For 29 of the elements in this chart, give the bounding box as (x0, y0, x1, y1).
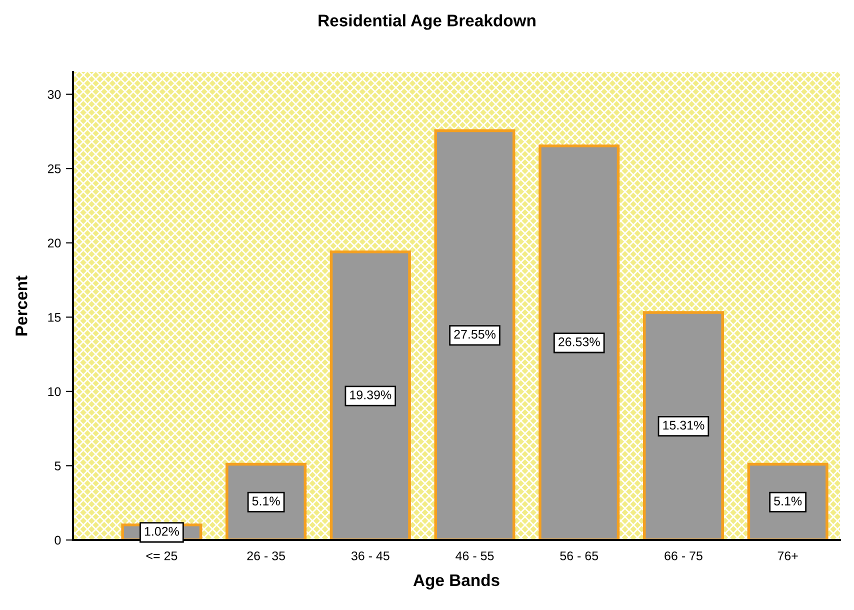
x-tick-label: 56 - 65 (560, 551, 598, 560)
bar (434, 129, 516, 540)
x-tick-label: 76+ (778, 551, 798, 560)
y-tick-label: 0 (54, 536, 61, 545)
bar (330, 250, 411, 540)
x-tick-label: 46 - 55 (456, 551, 494, 560)
x-tick-label: 66 - 75 (664, 551, 702, 560)
x-tick-label: 36 - 45 (351, 551, 390, 560)
data-label: 5.1% (252, 496, 280, 506)
y-tick-label: 10 (48, 387, 61, 396)
y-tick-label: 20 (48, 238, 61, 248)
bar (642, 311, 724, 540)
x-axis-title: Age Bands (413, 574, 500, 590)
bar (226, 462, 307, 540)
data-label: 5.1% (774, 496, 802, 506)
data-label: 1.02% (144, 526, 179, 536)
y-tick-label: 25 (48, 164, 61, 174)
x-tick-label: 26 - 35 (247, 551, 285, 560)
data-label: 19.39% (350, 390, 392, 400)
data-label: 27.55% (454, 330, 496, 339)
y-axis-title: Percent (16, 276, 28, 336)
data-label: 26.53% (558, 337, 600, 346)
x-tick-label: <= 25 (146, 551, 178, 560)
y-tick-label: 30 (48, 90, 61, 99)
y-tick-label: 15 (48, 313, 61, 322)
data-label: 15.31% (663, 420, 704, 430)
y-tick-label: 5 (54, 462, 61, 470)
bar (538, 144, 620, 540)
chart-title: Residential Age Breakdown (318, 14, 536, 30)
